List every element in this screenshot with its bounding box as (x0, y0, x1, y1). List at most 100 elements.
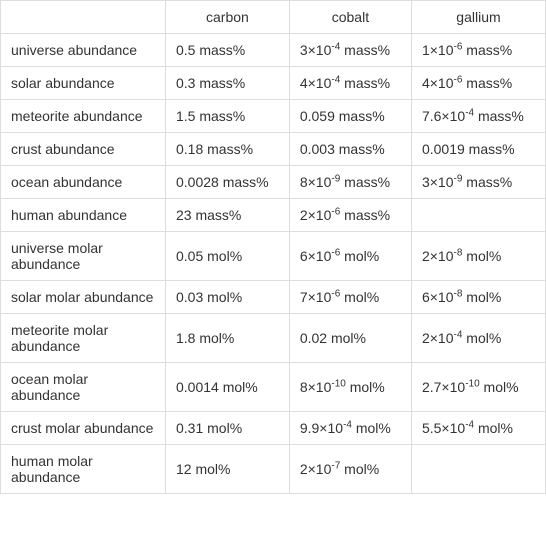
cell-gallium: 3×10-9 mass% (411, 166, 545, 199)
header-cobalt: cobalt (289, 1, 411, 34)
cell-value: 0.059 mass% (300, 108, 385, 124)
cell-cobalt: 2×10-6 mass% (289, 199, 411, 232)
cell-unit: mass% (462, 174, 512, 190)
cell-base: 2×10 (422, 330, 454, 346)
cell-exponent: -4 (331, 74, 340, 85)
row-label: human molar abundance (1, 445, 166, 494)
cell-base: 6×10 (422, 289, 454, 305)
cell-gallium: 7.6×10-4 mass% (411, 100, 545, 133)
cell-carbon: 23 mass% (166, 199, 290, 232)
row-label: crust molar abundance (1, 412, 166, 445)
cell-cobalt: 9.9×10-4 mol% (289, 412, 411, 445)
cell-value: 1.5 mass% (176, 108, 245, 124)
cell-gallium: 4×10-6 mass% (411, 67, 545, 100)
cell-exponent: -6 (331, 206, 340, 217)
cell-unit: mass% (474, 108, 524, 124)
cell-unit: mol% (474, 420, 513, 436)
cell-unit: mass% (462, 42, 512, 58)
table-row: crust molar abundance 0.31 mol% 9.9×10-4 m… (1, 412, 546, 445)
abundance-table: carbon cobalt gallium universe abundance… (0, 0, 546, 494)
table-row: solar abundance0.3 mass%4×10-4 mass%4×10… (1, 67, 546, 100)
cell-cobalt: 0.059 mass% (289, 100, 411, 133)
cell-exponent: -4 (331, 41, 340, 52)
cell-unit: mass% (340, 75, 390, 91)
cell-base: 2.7×10 (422, 379, 465, 395)
cell-gallium: 5.5×10-4 mol% (411, 412, 545, 445)
cell-base: 3×10 (300, 42, 332, 58)
cell-unit: mass% (340, 42, 390, 58)
cell-value: 1.8 mol% (176, 330, 234, 346)
cell-unit: mass% (340, 174, 390, 190)
cell-unit: mol% (352, 420, 391, 436)
cell-carbon: 0.05 mol% (166, 232, 290, 281)
cell-base: 2×10 (300, 207, 332, 223)
cell-exponent: -4 (465, 419, 474, 430)
cell-value: 0.0028 mass% (176, 174, 269, 190)
cell-exponent: -10 (331, 378, 345, 389)
table-row: human molar abundance 12 mol% 2×10-7 mol% (1, 445, 546, 494)
cell-base: 7.6×10 (422, 108, 465, 124)
cell-exponent: -6 (331, 288, 340, 299)
cell-value: 0.5 mass% (176, 42, 245, 58)
cell-gallium: 2×10-8 mol% (411, 232, 545, 281)
cell-unit: mol% (462, 289, 501, 305)
cell-unit: mol% (462, 248, 501, 264)
cell-gallium: 2×10-4 mol% (411, 314, 545, 363)
table-row: universe abundance0.5 mass%3×10-4 mass%1… (1, 34, 546, 67)
cell-base: 7×10 (300, 289, 332, 305)
cell-cobalt: 3×10-4 mass% (289, 34, 411, 67)
cell-carbon: 0.0014 mol% (166, 363, 290, 412)
cell-carbon: 0.5 mass% (166, 34, 290, 67)
header-blank (1, 1, 166, 34)
cell-base: 2×10 (300, 461, 332, 477)
cell-base: 5.5×10 (422, 420, 465, 436)
row-label: ocean molar abundance (1, 363, 166, 412)
row-label: ocean abundance (1, 166, 166, 199)
cell-base: 4×10 (300, 75, 332, 91)
cell-unit: mol% (340, 461, 379, 477)
cell-gallium: 6×10-8 mol% (411, 281, 545, 314)
cell-cobalt: 0.003 mass% (289, 133, 411, 166)
cell-cobalt: 2×10-7 mol% (289, 445, 411, 494)
cell-cobalt: 8×10-10 mol% (289, 363, 411, 412)
cell-carbon: 0.31 mol% (166, 412, 290, 445)
cell-exponent: -4 (465, 107, 474, 118)
cell-value: 0.02 mol% (300, 330, 366, 346)
cell-unit: mol% (462, 330, 501, 346)
cell-value: 0.31 mol% (176, 420, 242, 436)
cell-carbon: 1.5 mass% (166, 100, 290, 133)
cell-value: 0.0019 mass% (422, 141, 515, 157)
cell-carbon: 0.3 mass% (166, 67, 290, 100)
header-carbon: carbon (166, 1, 290, 34)
cell-value: 12 mol% (176, 461, 230, 477)
cell-value: 0.003 mass% (300, 141, 385, 157)
row-label: meteorite molar abundance (1, 314, 166, 363)
row-label: solar abundance (1, 67, 166, 100)
cell-base: 8×10 (300, 379, 332, 395)
cell-base: 1×10 (422, 42, 454, 58)
cell-gallium: 2.7×10-10 mol% (411, 363, 545, 412)
cell-unit: mol% (340, 289, 379, 305)
cell-carbon: 0.03 mol% (166, 281, 290, 314)
cell-cobalt: 6×10-6 mol% (289, 232, 411, 281)
row-label: solar molar abundance (1, 281, 166, 314)
cell-value: 0.18 mass% (176, 141, 253, 157)
cell-unit: mass% (462, 75, 512, 91)
cell-exponent: -4 (343, 419, 352, 430)
table-row: human abundance23 mass%2×10-6 mass% (1, 199, 546, 232)
cell-cobalt: 7×10-6 mol% (289, 281, 411, 314)
cell-gallium (411, 445, 545, 494)
cell-gallium: 0.0019 mass% (411, 133, 545, 166)
row-label: human abundance (1, 199, 166, 232)
cell-cobalt: 0.02 mol% (289, 314, 411, 363)
cell-base: 8×10 (300, 174, 332, 190)
table-row: ocean molar abundance0.0014 mol%8×10-10 … (1, 363, 546, 412)
cell-carbon: 12 mol% (166, 445, 290, 494)
cell-exponent: -10 (465, 378, 479, 389)
table-header-row: carbon cobalt gallium (1, 1, 546, 34)
cell-exponent: -7 (331, 460, 340, 471)
cell-cobalt: 4×10-4 mass% (289, 67, 411, 100)
table-row: ocean abundance0.0028 mass%8×10-9 mass%3… (1, 166, 546, 199)
cell-carbon: 1.8 mol% (166, 314, 290, 363)
cell-gallium: 1×10-6 mass% (411, 34, 545, 67)
